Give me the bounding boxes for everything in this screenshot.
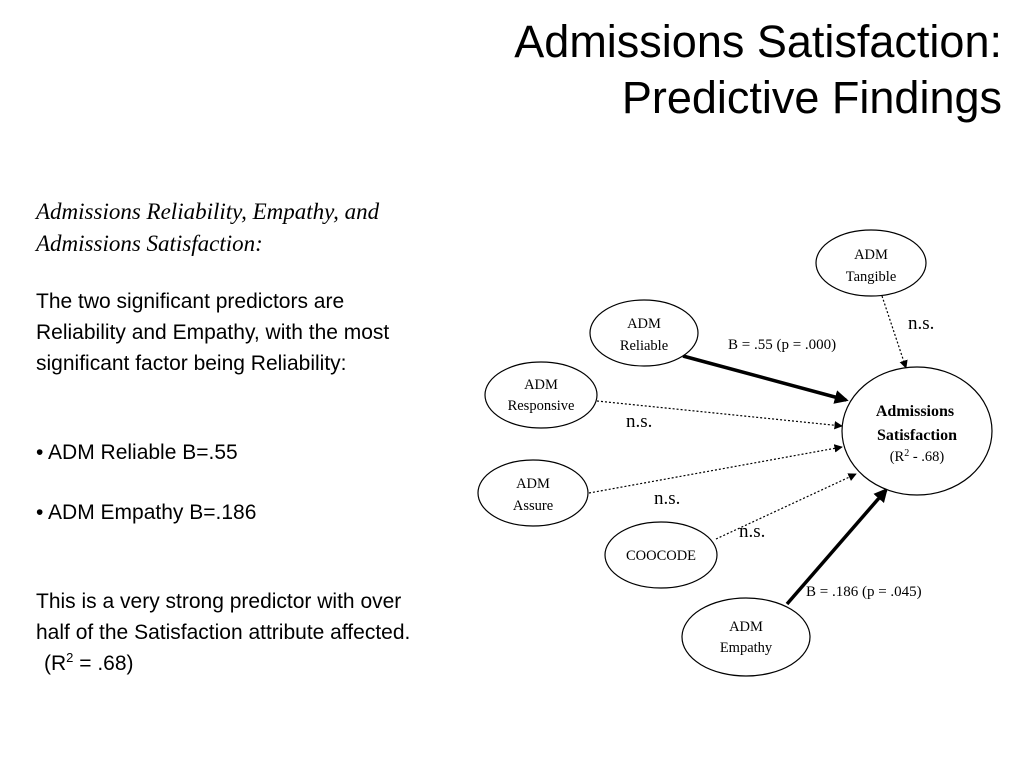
edge-label-responsive: n.s.	[626, 411, 652, 432]
left-text-panel: Admissions Reliability, Empathy, and Adm…	[36, 196, 506, 679]
bullet-reliable: • ADM Reliable B=.55	[36, 441, 238, 464]
subheading-line-2: Admissions Satisfaction:	[36, 231, 263, 256]
node-r2-suffix: - .68)	[909, 449, 944, 465]
r2-suffix: = .68)	[73, 652, 134, 675]
node-adm-assure-line-2: Assure	[513, 498, 553, 514]
edge-label-empathy: B = .186 (p = .045)	[806, 584, 922, 600]
edge-reliable	[682, 354, 849, 404]
node-r2-prefix: (R	[890, 449, 905, 465]
node-adm-tangible: ADM Tangible	[815, 229, 927, 297]
node-adm-reliable-line-1: ADM	[627, 316, 661, 332]
subheading-line-1: Admissions Reliability, Empathy, and	[36, 199, 380, 224]
strength-paragraph: This is a very strong predictor with ove…	[36, 586, 506, 679]
r2-prefix: (R	[44, 652, 67, 675]
node-adm-empathy: ADM Empathy	[681, 597, 811, 677]
edge-coocode	[715, 473, 857, 540]
node-adm-empathy-line-2: Empathy	[720, 640, 773, 656]
paragraph-line-1: The two significant predictors are	[36, 290, 345, 313]
node-adm-tangible-line-2: Tangible	[846, 269, 897, 285]
paragraph-line-2: Reliability and Empathy, with the most	[36, 321, 390, 344]
edge-label-coocode: n.s.	[739, 521, 765, 542]
node-adm-responsive-line-2: Responsive	[508, 398, 575, 414]
node-adm-assure: ADM Assure	[477, 459, 589, 527]
edge-label-assure: n.s.	[654, 488, 680, 509]
node-adm-reliable-line-2: Reliable	[620, 338, 668, 354]
node-admissions-satisfaction: Admissions Satisfaction (R2 - .68)	[841, 366, 993, 496]
edge-responsive	[596, 400, 843, 430]
paragraph-line-3: significant factor being Reliability:	[36, 352, 347, 375]
node-satisfaction-line-1: Admissions	[876, 403, 954, 420]
edge-tangible	[881, 295, 908, 369]
node-coocode: COOCODE	[604, 521, 718, 589]
node-satisfaction-r2: (R2 - .68)	[890, 448, 945, 465]
title-line-2: Predictive Findings	[621, 72, 1002, 123]
r2-superscript: 2	[66, 650, 74, 665]
r-squared-note: (R2 = .68)	[36, 650, 134, 675]
bullet-empathy: • ADM Empathy B=.186	[36, 501, 257, 524]
node-adm-responsive-line-1: ADM	[524, 377, 558, 393]
slide-title: Admissions Satisfaction: Predictive Find…	[302, 14, 1002, 126]
title-line-1: Admissions Satisfaction:	[514, 16, 1002, 67]
subheading: Admissions Reliability, Empathy, and Adm…	[36, 196, 506, 260]
edge-label-tangible: n.s.	[908, 313, 934, 334]
strength-line-2: half of the Satisfaction attribute affec…	[36, 621, 411, 644]
edge-label-reliable: B = .55 (p = .000)	[728, 337, 836, 353]
node-adm-reliable: ADM Reliable	[589, 299, 699, 367]
edge-empathy	[785, 487, 888, 606]
strength-line-1: This is a very strong predictor with ove…	[36, 590, 402, 613]
node-r2-superscript: 2	[904, 448, 909, 459]
node-adm-responsive: ADM Responsive	[484, 361, 598, 429]
predictors-paragraph: The two significant predictors are Relia…	[36, 286, 506, 379]
node-satisfaction-line-2: Satisfaction	[877, 427, 957, 444]
node-adm-assure-line-1: ADM	[516, 476, 550, 492]
node-adm-empathy-line-1: ADM	[729, 619, 763, 635]
node-coocode-label: COOCODE	[626, 548, 696, 564]
node-adm-tangible-line-1: ADM	[854, 247, 888, 263]
edge-assure	[588, 444, 843, 494]
